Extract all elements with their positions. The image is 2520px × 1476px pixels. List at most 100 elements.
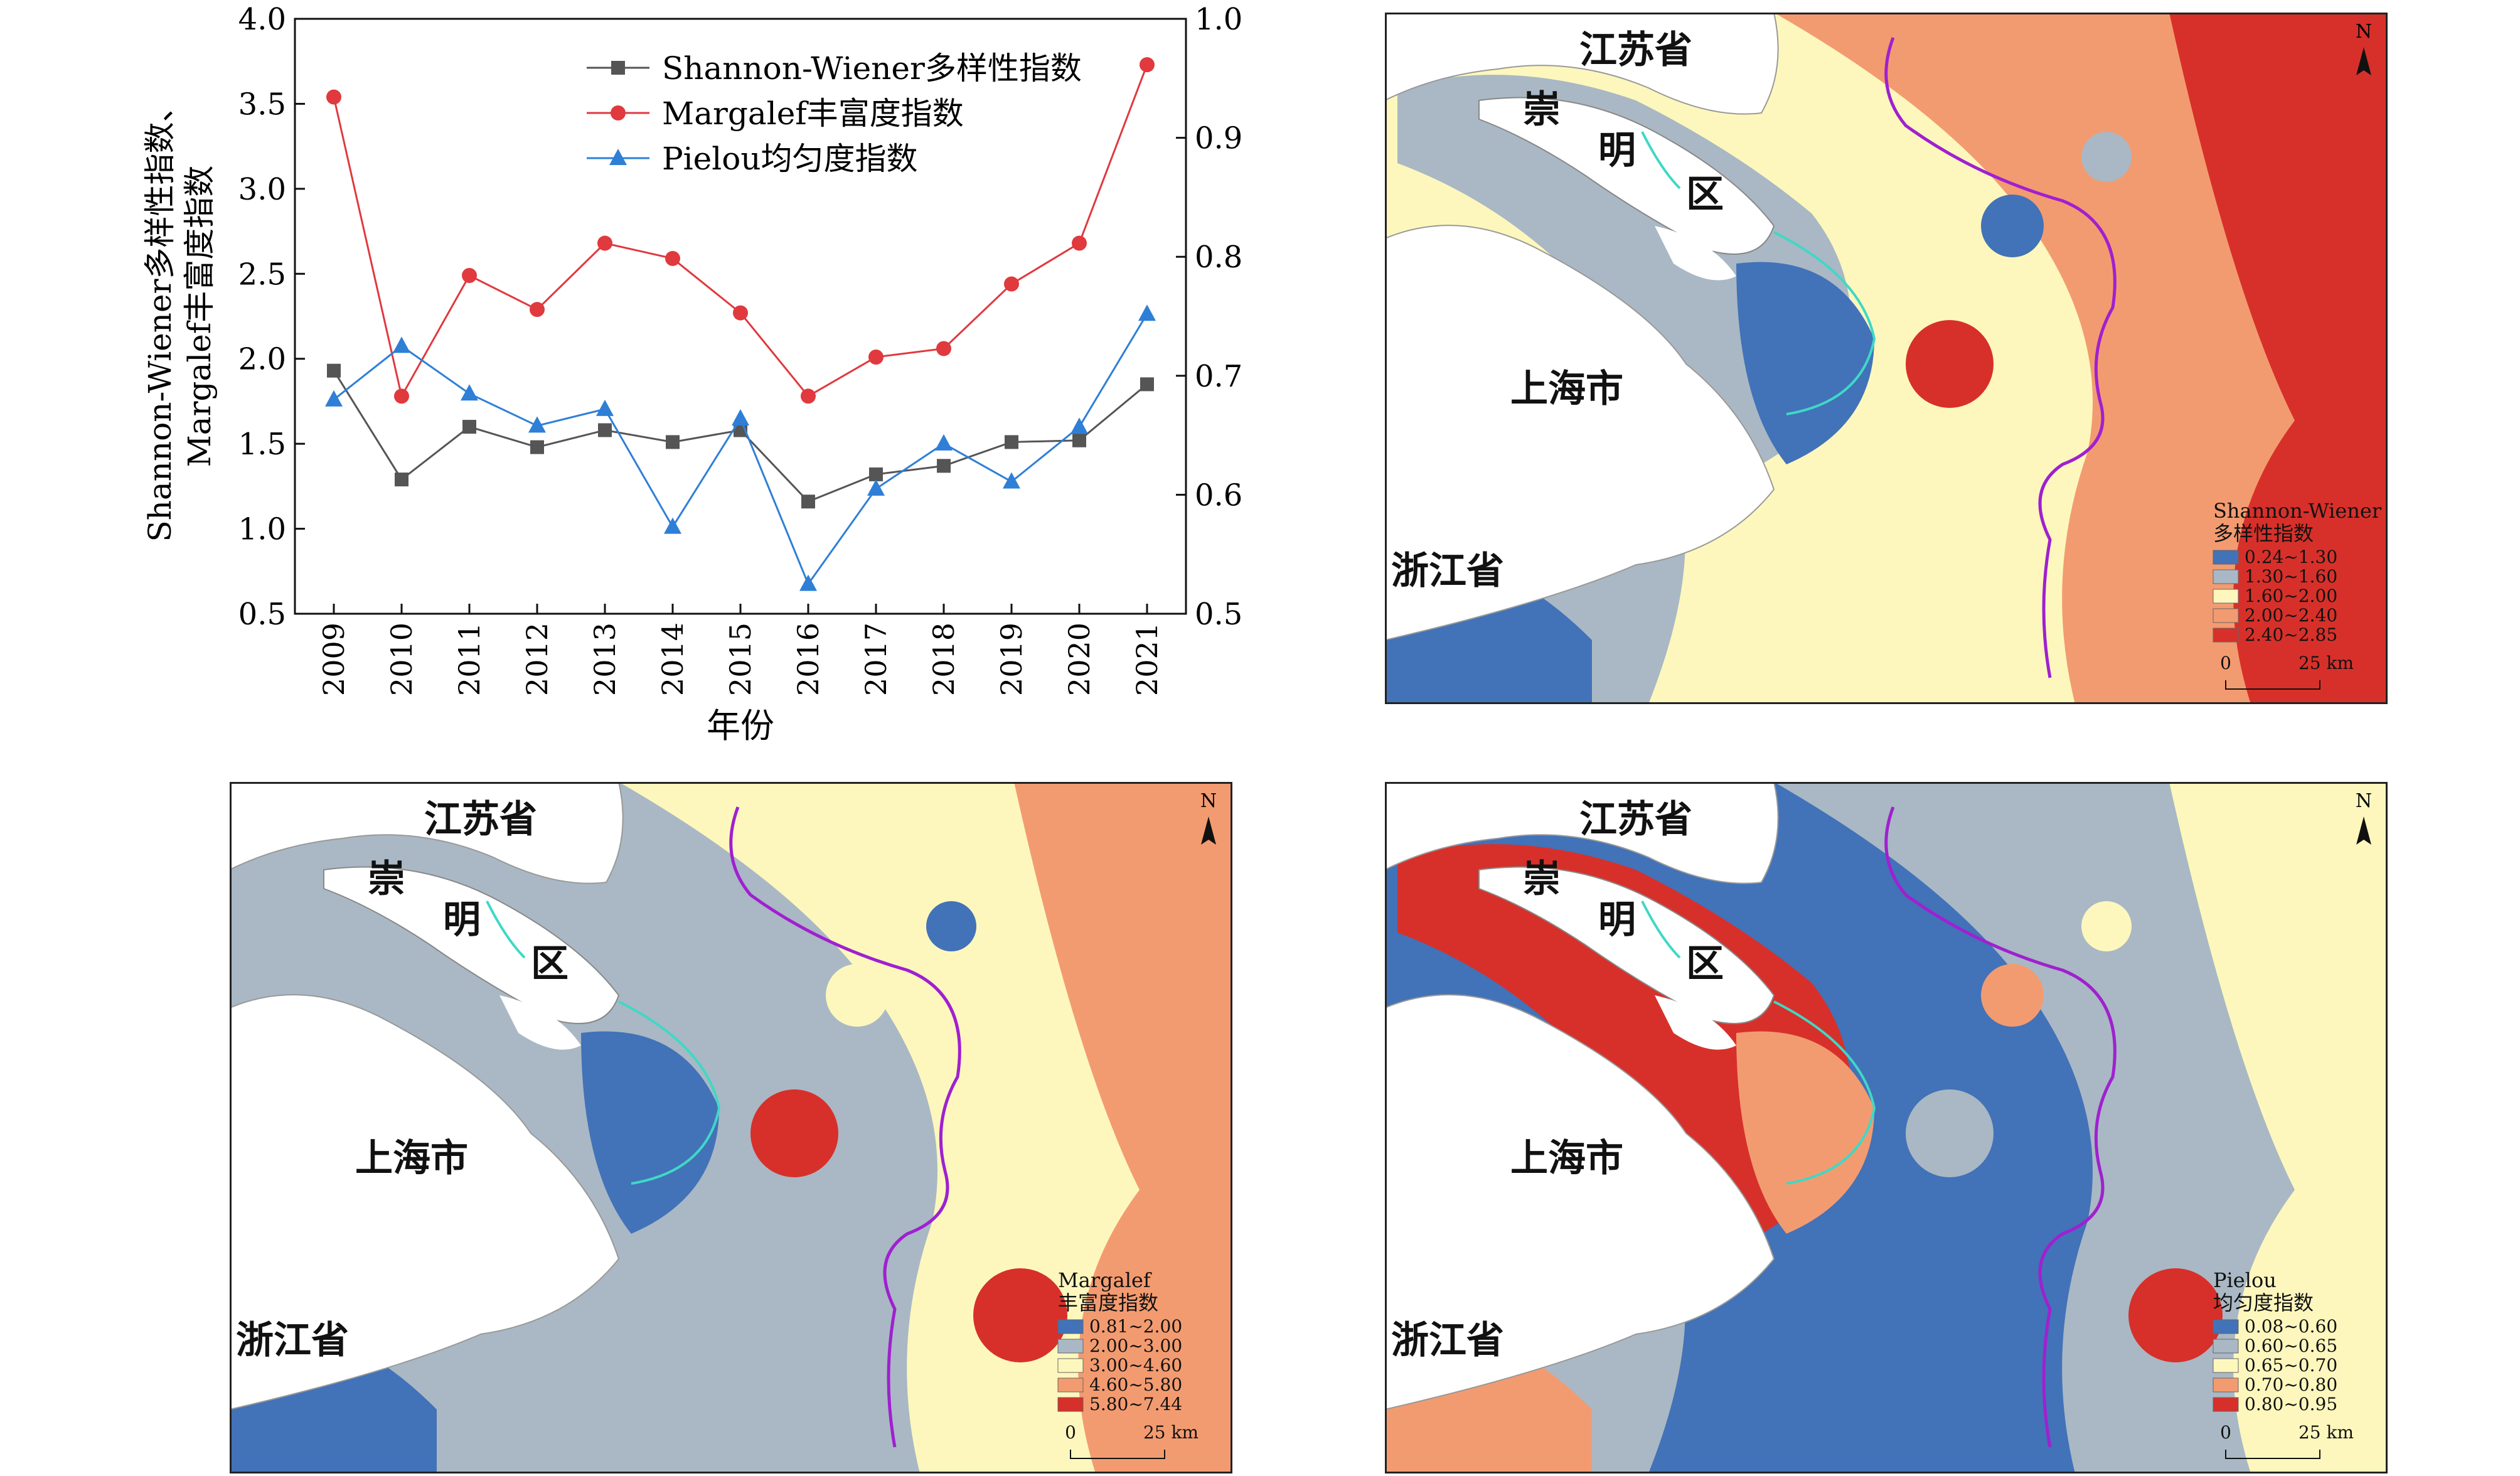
data-point: [325, 390, 343, 407]
label-chongming-1: 崇: [1523, 857, 1561, 901]
map-layers: [229, 781, 1232, 1473]
data-point: [1072, 433, 1086, 447]
legend-swatch: [2213, 1339, 2239, 1354]
data-point: [1004, 276, 1019, 292]
label-chongming-2: 明: [1598, 898, 1636, 942]
x-tick-label: 2015: [723, 623, 757, 696]
shanghai-land: [1384, 225, 1775, 641]
chongming-island: [1478, 866, 1775, 1024]
map-legend: Shannon-Wiener多样性指数0.24~1.301.30~1.601.6…: [2213, 499, 2382, 690]
scale-label: 25 km: [2298, 653, 2354, 673]
label-chongming-3: 区: [1686, 173, 1724, 217]
legend-title-2: 均匀度指数: [2213, 1291, 2314, 1315]
jiangsu-land: [1384, 12, 1779, 115]
x-tick-label: 2010: [385, 623, 419, 696]
estuary-channel: [242, 844, 697, 1241]
label-zhejiang: 浙江省: [1391, 549, 1504, 593]
legend-swatch: [2213, 1319, 2239, 1334]
legend-title-1: Pielou: [2213, 1268, 2277, 1292]
north-arrow: N: [2356, 790, 2372, 845]
data-point: [326, 89, 341, 105]
x-tick-label: 2014: [656, 623, 690, 696]
legend-title-1: Margalef: [1058, 1268, 1152, 1292]
shanghai-land: [1384, 994, 1775, 1411]
legend-label: Shannon-Wiener多样性指数: [662, 50, 1082, 87]
legend-range: 2.40~2.85: [2245, 624, 2337, 645]
label-jiangsu: 江苏省: [424, 798, 537, 842]
data-point: [395, 473, 408, 487]
right-tick-label: 0.6: [1195, 478, 1242, 513]
inner-estuary-zone: [1736, 1031, 1874, 1234]
data-point: [528, 416, 546, 433]
patch: [973, 1268, 1067, 1362]
data-point: [597, 235, 612, 251]
legend-swatch: [1057, 1339, 1084, 1354]
line-chart-svg: 0.5 1.0 1.5 2.0 2.5 3.0 3.5 4.0 0.5 0.6 0.7 0.8 0.9 1…: [142, 2, 1299, 746]
chongming-island: [1478, 97, 1775, 255]
pielou-map: 江苏省崇明区上海市 浙江省 N Pielou 均匀度指数 0.08~0.60 0.60~0.…: [1384, 781, 2388, 1473]
chart-legend: Shannon-Wiener多样性指数 Margalef丰富度指数 Pielou均匀…: [587, 50, 1082, 177]
x-tick-label: 2011: [452, 623, 486, 696]
far-offshore-zone: [2169, 782, 2388, 1473]
scale-zero: 0: [1065, 1422, 1076, 1443]
map-layers: [1384, 781, 2388, 1473]
legend-swatch: [2213, 589, 2239, 604]
label-chongming-3: 区: [1686, 942, 1724, 986]
label-chongming-2: 明: [1598, 129, 1636, 173]
legend-swatch: [2213, 628, 2239, 643]
data-point: [868, 350, 884, 365]
label-zhejiang: 浙江省: [236, 1318, 349, 1362]
changxing-island: [1655, 226, 1736, 281]
data-point: [936, 341, 951, 356]
legend-swatch: [2213, 608, 2239, 623]
data-point: [1005, 435, 1018, 449]
patch: [1981, 195, 2044, 257]
data-point: [664, 517, 681, 534]
legend-swatch: [1057, 1377, 1084, 1393]
patch: [1906, 1089, 1994, 1177]
x-tick-label: 2021: [1130, 623, 1164, 696]
legend-swatch: [2213, 550, 2239, 565]
legend-range: 1.60~2.00: [2245, 586, 2337, 606]
legend-title-1: Shannon-Wiener: [2213, 499, 2382, 523]
scale-zero: 0: [2220, 1422, 2231, 1443]
x-tick-label: 2016: [791, 623, 825, 696]
river-line: [486, 901, 721, 1185]
x-tick-label: 2012: [520, 623, 554, 696]
scale-label: 25 km: [2298, 1422, 2354, 1443]
label-zhejiang: 浙江省: [1391, 1318, 1504, 1362]
legend-swatch: [2213, 569, 2239, 584]
label-chongming-2: 明: [443, 898, 481, 942]
north-arrow: N: [2356, 21, 2372, 75]
scale-bar: [2225, 680, 2320, 690]
right-tick-label: 0.7: [1195, 359, 1242, 394]
data-point: [598, 423, 612, 437]
x-tick-label: 2020: [1062, 623, 1096, 696]
legend-range: 0.24~1.30: [2245, 547, 2337, 567]
patch: [1906, 320, 1994, 408]
far-offshore-zone: [2169, 13, 2388, 704]
river-line: [1641, 901, 1876, 1185]
left-tick-label: 1.0: [238, 512, 286, 547]
chongming-island: [323, 866, 620, 1024]
changxing-island: [1655, 995, 1736, 1050]
right-tick-label: 1.0: [1195, 2, 1242, 37]
patch: [2081, 132, 2132, 182]
patch: [750, 1089, 838, 1177]
data-point: [867, 479, 885, 496]
data-point: [394, 388, 409, 404]
data-point: [1072, 235, 1087, 251]
scale-bar: [1070, 1450, 1165, 1459]
far-offshore-zone: [1014, 782, 1232, 1473]
x-axis-label: 年份: [707, 706, 774, 746]
north-label: N: [2356, 790, 2372, 812]
map-frame: [1385, 13, 2388, 704]
data-point: [799, 574, 817, 591]
legend-swatch: [2213, 1358, 2239, 1373]
legend-swatch: [1057, 1397, 1084, 1412]
legend-range: 4.60~5.80: [1089, 1374, 1182, 1395]
data-point: [801, 495, 815, 509]
legend-range: 0.70~0.80: [2245, 1374, 2337, 1395]
x-tick-label: 2018: [927, 623, 961, 696]
